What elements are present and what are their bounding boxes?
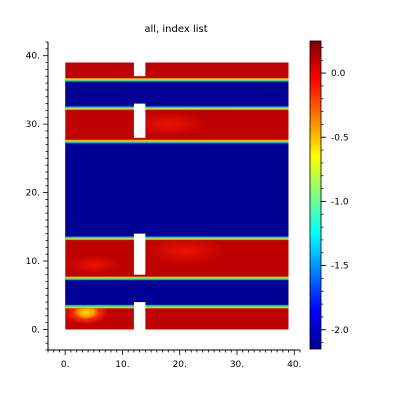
low-value-band	[65, 279, 289, 306]
heatmap-field	[65, 62, 289, 330]
field-gap	[133, 62, 146, 77]
field-gap	[133, 103, 146, 138]
colorbar-tick-label: -2.0	[331, 326, 349, 336]
warm-patch	[65, 254, 122, 275]
y-tick-label: 40.	[26, 52, 40, 62]
band-edge-top	[65, 78, 289, 83]
colorbar-tick-label: -1.5	[331, 262, 349, 272]
colorbar-tick-label: 0.0	[331, 69, 346, 79]
band-edge-top	[65, 276, 289, 281]
colorbar-tick-label: -0.5	[331, 133, 349, 143]
y-tick-label: 20.	[26, 189, 40, 199]
y-tick-label: 0.	[31, 325, 40, 335]
colorbar-tick-label: -1.0	[331, 197, 349, 207]
low-value-band	[65, 142, 289, 238]
band-edge-top	[65, 139, 289, 144]
warm-patch	[143, 236, 228, 265]
x-tick-label: 30.	[230, 360, 244, 370]
band-edge-bottom	[65, 236, 289, 241]
x-tick-label: 10.	[115, 360, 129, 370]
x-tick-label: 40.	[287, 360, 301, 370]
field-gap	[133, 233, 146, 275]
band-edge-bottom	[65, 106, 289, 111]
band-edge-bottom	[65, 304, 289, 309]
y-tick-label: 30.	[26, 120, 40, 130]
warm-patch	[128, 112, 209, 137]
plot-axes: 0. 10. 20. 30. 40. 0. 10. 20. 30. 40.	[26, 41, 301, 370]
field-gap	[133, 302, 146, 330]
y-tick-label: 10.	[26, 257, 40, 267]
x-tick-label: 0.	[61, 360, 70, 370]
colorbar-gradient	[309, 40, 322, 350]
chart-title: all, index list	[144, 24, 207, 35]
x-tick-label: 20.	[173, 360, 187, 370]
low-value-band	[65, 81, 289, 108]
colorbar: 0.0 -0.5 -1.0 -1.5 -2.0	[309, 40, 349, 350]
